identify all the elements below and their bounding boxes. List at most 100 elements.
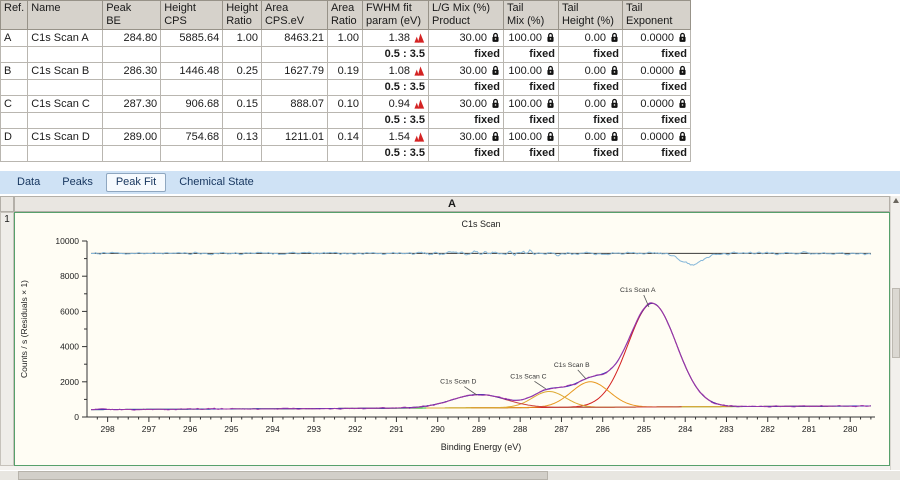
cell-fixed[interactable]: fixed (621, 78, 691, 96)
lock-icon[interactable] (678, 65, 687, 76)
cell-fixed[interactable]: fixed (621, 144, 691, 162)
cell-fwhm-constraint[interactable]: 0.5 : 3.5 (361, 144, 429, 162)
y-tick-label: 10000 (55, 236, 79, 246)
lock-icon[interactable] (610, 65, 619, 76)
cell-fixed[interactable]: fixed (557, 78, 623, 96)
cell-fixed[interactable]: fixed (557, 45, 623, 63)
peak-parameter-table: Ref. Name Peak BE Height CPS Height Ratio Are… (0, 0, 691, 162)
red-peak-icon (414, 66, 425, 76)
cell-tail_height[interactable]: 0.00 (557, 94, 623, 113)
cell-peak_be[interactable]: 286.30 (102, 61, 162, 80)
cell-fixed[interactable]: fixed (427, 144, 504, 162)
cell-fwhm[interactable]: 1.38 (361, 28, 429, 47)
cell-tail_mix[interactable]: 100.00 (502, 94, 559, 113)
cell-height_cps[interactable]: 906.68 (160, 94, 224, 113)
cell-fixed[interactable]: fixed (502, 144, 559, 162)
lock-icon[interactable] (678, 98, 687, 109)
red-peak-icon (414, 99, 425, 109)
vertical-scrollbar-thumb[interactable] (892, 288, 900, 358)
table-header-row: Ref. Name Peak BE Height CPS Height Ratio Are… (0, 0, 691, 30)
cell-name[interactable]: C1s Scan C (27, 94, 104, 113)
cell-name[interactable]: C1s Scan A (27, 28, 104, 47)
cell-height_cps[interactable]: 5885.64 (160, 28, 224, 47)
cell-peak_be[interactable]: 284.80 (102, 28, 162, 47)
lock-icon[interactable] (491, 98, 500, 109)
cell-fwhm-constraint[interactable]: 0.5 : 3.5 (361, 45, 429, 63)
lock-icon[interactable] (678, 32, 687, 43)
cell-area_cps_ev[interactable]: 1211.01 (260, 127, 328, 146)
cell-fixed[interactable]: fixed (502, 78, 559, 96)
cell-tail_mix[interactable]: 100.00 (502, 28, 559, 47)
cell-tail_height[interactable]: 0.00 (557, 28, 623, 47)
cell-fwhm-constraint[interactable]: 0.5 : 3.5 (361, 78, 429, 96)
horizontal-scrollbar[interactable] (0, 471, 900, 480)
cell-tail_exponent[interactable]: 0.0000 (621, 94, 691, 113)
cell-height_cps[interactable]: 754.68 (160, 127, 224, 146)
lock-icon[interactable] (491, 65, 500, 76)
lock-icon[interactable] (678, 131, 687, 142)
lock-icon[interactable] (610, 131, 619, 142)
lock-icon[interactable] (546, 131, 555, 142)
cell-tail_height[interactable]: 0.00 (557, 61, 623, 80)
component-a-line (471, 302, 834, 409)
scroll-up-icon[interactable] (893, 198, 899, 203)
cell-peak_be[interactable]: 289.00 (102, 127, 162, 146)
tab-data[interactable]: Data (17, 176, 41, 188)
cell-tail_height[interactable]: 0.00 (557, 127, 623, 146)
cell-lg_mix[interactable]: 30.00 (427, 127, 504, 146)
cell-height_cps-value: 754.68 (185, 130, 220, 143)
cell-tail_mix[interactable]: 100.00 (502, 61, 559, 80)
cell-fixed[interactable]: fixed (502, 45, 559, 63)
lock-icon[interactable] (610, 98, 619, 109)
cell-fixed[interactable]: fixed (621, 45, 691, 63)
lock-icon[interactable] (491, 32, 500, 43)
fixed-label: fixed (661, 147, 687, 160)
cell-lg_mix[interactable]: 30.00 (427, 28, 504, 47)
cell-tail_exponent[interactable]: 0.0000 (621, 61, 691, 80)
cell-area_cps_ev[interactable]: 8463.21 (260, 28, 328, 47)
cell-ref-value: A (4, 31, 12, 44)
cell-fixed[interactable]: fixed (427, 78, 504, 96)
cell-fixed[interactable]: fixed (427, 111, 504, 129)
lock-icon[interactable] (546, 98, 555, 109)
cell-fixed[interactable]: fixed (621, 111, 691, 129)
lock-icon[interactable] (546, 65, 555, 76)
row-header[interactable]: 1 (0, 212, 14, 466)
spectrum-tile[interactable]: C1s Scan Binding Energy (eV) Counts / s (R… (14, 212, 890, 466)
lock-icon[interactable] (546, 32, 555, 43)
cell-area_cps_ev[interactable]: 1627.79 (260, 61, 328, 80)
vertical-scrollbar[interactable] (890, 196, 900, 470)
cell-lg_mix[interactable]: 30.00 (427, 61, 504, 80)
cell-fixed[interactable]: fixed (502, 111, 559, 129)
cell-height_cps-value: 906.68 (185, 97, 220, 110)
residuals-line (91, 249, 872, 266)
tab-peaks[interactable]: Peaks (62, 176, 93, 188)
cell-name[interactable]: C1s Scan D (27, 127, 104, 146)
cell-fwhm[interactable]: 1.54 (361, 127, 429, 146)
cell-peak_be[interactable]: 287.30 (102, 94, 162, 113)
cell-tail_exponent[interactable]: 0.0000 (621, 28, 691, 47)
fixed-label: fixed (529, 81, 555, 94)
cell-fixed[interactable]: fixed (557, 111, 623, 129)
tab-peak-fit[interactable]: Peak Fit (105, 173, 167, 192)
lock-icon[interactable] (491, 131, 500, 142)
cell-lg_mix[interactable]: 30.00 (427, 94, 504, 113)
lock-icon[interactable] (610, 32, 619, 43)
cell-area_cps_ev[interactable]: 888.07 (260, 94, 328, 113)
cell-ref: D (0, 127, 29, 146)
column-header[interactable]: A (14, 196, 890, 212)
cell-fwhm[interactable]: 1.08 (361, 61, 429, 80)
cell-fwhm[interactable]: 0.94 (361, 94, 429, 113)
cell-tail_mix[interactable]: 100.00 (502, 127, 559, 146)
cell-empty (160, 45, 224, 63)
cell-fwhm-constraint[interactable]: 0.5 : 3.5 (361, 111, 429, 129)
peak-fit-table: Ref. Name Peak BE Height CPS Height Ratio Are… (0, 0, 691, 162)
spectrum-panel: A 1 C1s Scan Binding Energy (eV) Counts / … (0, 196, 900, 470)
cell-fixed[interactable]: fixed (427, 45, 504, 63)
cell-height_cps[interactable]: 1446.48 (160, 61, 224, 80)
cell-name[interactable]: C1s Scan B (27, 61, 104, 80)
tab-chemical-state[interactable]: Chemical State (179, 176, 254, 188)
horizontal-scrollbar-thumb[interactable] (18, 471, 548, 480)
cell-fixed[interactable]: fixed (557, 144, 623, 162)
cell-tail_exponent[interactable]: 0.0000 (621, 127, 691, 146)
